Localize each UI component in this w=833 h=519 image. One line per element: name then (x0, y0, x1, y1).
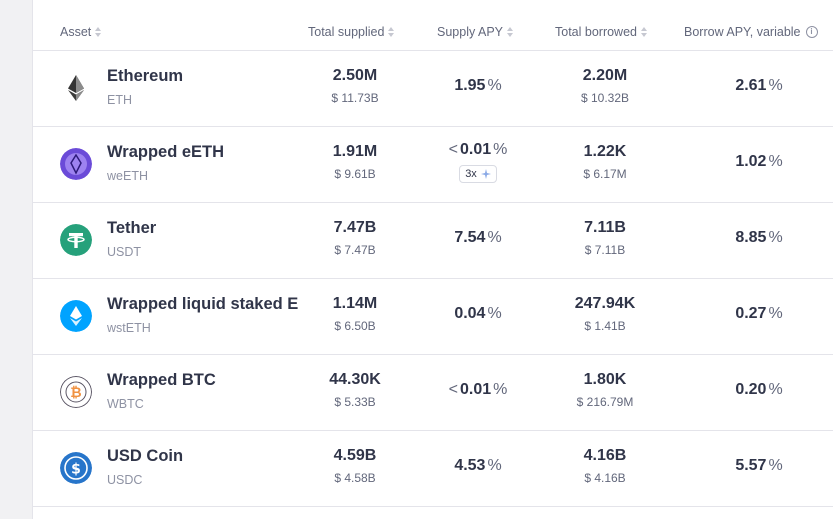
supply-apy: <0.01% 3x (418, 141, 538, 183)
svg-text:₿: ₿ (70, 385, 81, 401)
asset-symbol: wstETH (107, 321, 151, 335)
sort-icon (95, 27, 102, 37)
asset-name: Tether (107, 219, 157, 237)
svg-text:$: $ (71, 462, 81, 478)
sort-icon (641, 27, 647, 37)
asset-name: Wrapped eETH (107, 143, 225, 161)
ethereum-icon (68, 75, 84, 101)
asset-name: Wrapped liquid staked E (107, 295, 299, 313)
borrow-apy: 8.85% (735, 229, 783, 246)
table-row[interactable]: $ USD Coin USDC 4.59B $ 4.58B 4.53% 4.16… (33, 430, 833, 507)
borrow-apy: 0.27% (735, 305, 783, 322)
table-row[interactable]: Wrapped liquid staked E wstETH 1.14M $ 6… (33, 278, 833, 355)
asset-name: Wrapped BTC (107, 371, 216, 389)
total-supplied: 1.14M $ 6.50B (332, 295, 378, 333)
total-borrowed: 247.94K $ 1.41B (574, 295, 636, 333)
asset-symbol: weETH (107, 169, 148, 183)
supply-apy: 0.04% (454, 305, 502, 322)
markets-table: Asset Total supplied Supply APY Total bo… (32, 0, 833, 519)
table-row[interactable]: ₿ Wrapped BTC WBTC 44.30K $ 5.33B <0.01%… (33, 354, 833, 431)
info-icon[interactable]: i (805, 26, 818, 38)
asset-symbol: USDC (107, 473, 143, 487)
header-supply-apy[interactable]: Supply APY (437, 25, 514, 39)
total-supplied: 1.91M $ 9.61B (332, 143, 378, 181)
tether-icon (60, 224, 92, 256)
total-supplied: 2.50M $ 11.73B (331, 67, 379, 105)
supply-apy: <0.01% (448, 381, 508, 398)
sort-icon (507, 27, 514, 37)
table-row[interactable]: Ethereum ETH 2.50M $ 11.73B 1.95% 2.20M … (33, 50, 833, 127)
total-borrowed: 2.20M $ 10.32B (580, 67, 630, 105)
supply-apy: 7.54% (454, 229, 502, 246)
sort-icon (388, 27, 395, 37)
asset-symbol: ETH (107, 93, 132, 107)
supply-apy: 4.53% (454, 457, 502, 474)
weeth-icon (60, 148, 92, 180)
total-borrowed: 4.16B $ 4.16B (583, 447, 627, 485)
wsteth-icon (60, 300, 92, 332)
total-supplied: 7.47B $ 7.47B (333, 219, 377, 257)
header-total-borrowed[interactable]: Total borrowed (555, 25, 647, 39)
total-borrowed: 1.80K $ 216.79M (576, 371, 634, 409)
asset-name: Ethereum (107, 67, 184, 85)
total-supplied: 4.59B $ 4.58B (333, 447, 377, 485)
borrow-apy: 5.57% (735, 457, 783, 474)
borrow-apy: 1.02% (735, 153, 783, 170)
table-row[interactable]: Tether USDT 7.47B $ 7.47B 7.54% 7.11B $ … (33, 202, 833, 279)
table-row[interactable]: Wrapped eETH weETH 1.91M $ 9.61B <0.01% … (33, 126, 833, 203)
header-borrow-apy[interactable]: Borrow APY, variable i (684, 25, 818, 39)
table-header: Asset Total supplied Supply APY Total bo… (33, 0, 833, 51)
total-borrowed: 1.22K $ 6.17M (583, 143, 627, 181)
borrow-apy: 0.20% (735, 381, 783, 398)
total-supplied: 44.30K $ 5.33B (329, 371, 381, 409)
usdc-icon: $ (60, 452, 92, 484)
header-total-supplied[interactable]: Total supplied (308, 25, 395, 39)
incentive-badge[interactable]: 3x (459, 165, 497, 183)
total-borrowed: 7.11B $ 7.11B (584, 219, 626, 257)
header-asset[interactable]: Asset (60, 25, 102, 39)
wbtc-icon: ₿ (60, 376, 92, 408)
supply-apy: 1.95% (454, 77, 502, 94)
asset-symbol: USDT (107, 245, 142, 259)
asset-name: USD Coin (107, 447, 184, 465)
asset-symbol: WBTC (107, 397, 144, 411)
borrow-apy: 2.61% (735, 77, 783, 94)
incentive-icon (480, 169, 491, 179)
